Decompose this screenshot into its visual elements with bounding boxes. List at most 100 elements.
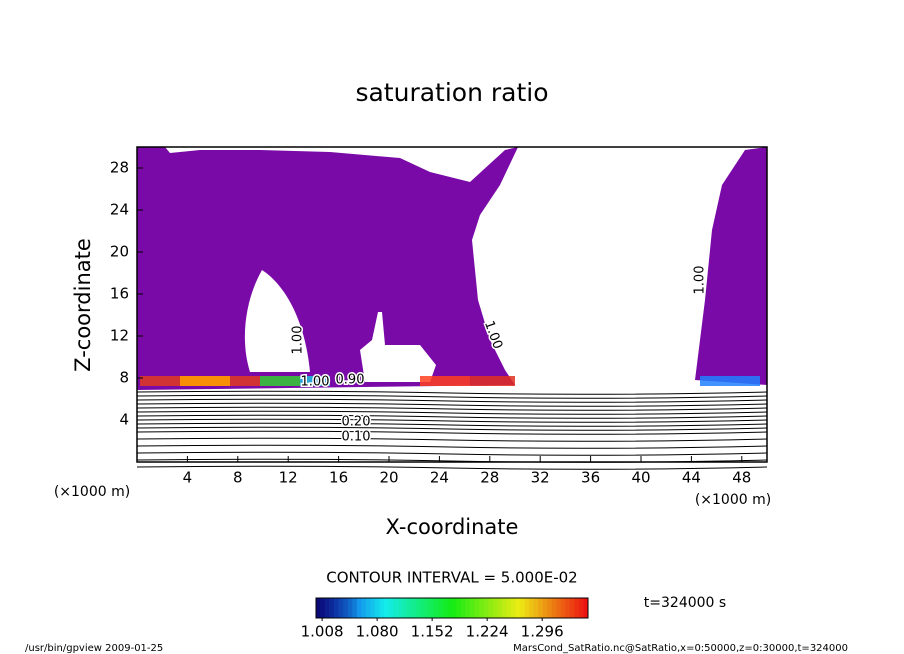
contour-line [136,422,768,427]
colorbar-stripe [483,598,489,618]
colorbar-stripe [538,598,543,618]
colorbar-stripe [560,598,566,618]
colorbar-stripe [529,598,534,618]
high-band [470,376,515,386]
filled-region [695,147,767,385]
contour-interval: CONTOUR INTERVAL = 5.000E-02 [326,569,577,587]
x-tick-label: 36 [581,469,600,487]
contour-label: 0.90 [336,373,365,388]
high-band [300,376,330,386]
x-tick-label: 40 [631,469,650,487]
field [136,147,768,470]
colorbar-stripe [456,598,462,618]
contour-label: 0.10 [342,430,371,445]
colorbar-stripe [325,598,330,618]
colorbar-stripe [374,598,380,618]
filled-region [137,147,518,390]
colorbar-stripe [424,598,430,618]
x-tick-label: 20 [379,469,398,487]
colorbar-stripe [316,598,321,618]
colorbar-stripe [515,598,521,618]
contour-line [136,394,768,399]
contour-label: 1.00 [291,326,306,355]
x-unit: (×1000 m) [695,492,771,508]
x-tick-label: 8 [233,469,243,487]
colorbar-stripe [334,598,339,618]
colorbar-stripe [447,598,453,618]
colorbar-stripe [379,598,385,618]
contour-line [136,406,768,411]
colorbar-stripe [565,598,571,618]
colorbar-stripe [370,598,376,618]
colorbar-stripe [347,598,353,618]
colorbar-stripe [556,598,562,618]
colorbar-stripe [329,598,335,618]
x-tick-label: 28 [480,469,499,487]
x-tick-label: 12 [279,469,298,487]
colorbar-stripe [442,598,448,618]
colorbar-stripe [583,598,589,618]
x-tick-label: 44 [682,469,701,487]
contour-line [136,465,768,470]
contour-line [136,398,768,403]
footer-left: /usr/bin/gpview 2009-01-25 [25,643,163,654]
contour-label: 1.00 [693,266,708,295]
colorbar-stripe [506,598,512,618]
colorbar-stripe [510,598,516,618]
colorbar-stripe [343,598,349,618]
colorbar-stripe [411,598,417,618]
colorbar-frame [315,597,589,619]
colorbar-stripe [488,598,494,618]
contour-line [136,414,768,419]
contour-line [136,451,768,456]
colorbar-stripe [438,598,444,618]
colorbar-stripe [452,598,457,618]
y-tick-label: 28 [110,159,129,177]
x-tick-label: 48 [732,469,751,487]
contour-label: 0.20 [342,415,371,430]
colorbar-stripe [574,598,580,618]
y-unit: (×1000 m) [54,484,130,500]
colorbar-stripe [551,598,557,618]
colorbar-stripe [542,598,548,618]
contour-line [136,437,768,442]
colorbar-stripe [492,598,498,618]
colorbar-stripe [384,598,389,618]
colorbar-tick-label: 1.152 [411,623,454,641]
y-tick-label: 16 [110,285,129,303]
hole [244,270,310,372]
contour-label: 1.00 [301,375,330,390]
y-label: Z-coordinate [71,238,95,372]
x-tick-label: 4 [183,469,193,487]
colorbar-stripe [415,598,421,618]
colorbar-stripe [433,598,439,618]
x-tick-label: 32 [531,469,550,487]
colorbar-tick-label: 1.224 [466,623,509,641]
x-tick-label: 16 [329,469,348,487]
y-tick-label: 20 [110,243,129,261]
high-band [260,376,300,386]
colorbar-stripe [474,598,480,618]
high-band [420,376,470,386]
contour-line [136,444,768,449]
colorbar-stripe [338,598,344,618]
colorbar-stripe [402,598,407,618]
colorbar-stripe [501,598,507,618]
colorbar-stripe [352,598,358,618]
contour-line [136,426,768,431]
colorbar-stripe [397,598,403,618]
footer-right: MarsCond_SatRatio.nc@SatRatio,x=0:50000,… [513,643,848,654]
colorbar-stripe [388,598,394,618]
contour-line [136,418,768,423]
colorbar-stripe [393,598,398,618]
x-label: X-coordinate [386,515,519,539]
colorbar-tick-label: 1.008 [301,623,344,641]
contour-line [136,430,768,435]
contour-line [136,410,768,415]
y-tick-label: 8 [119,369,129,387]
colorbar-stripe [465,598,471,618]
colorbar-stripe [365,598,371,618]
colorbar-stripe [406,598,412,618]
high-band [700,376,760,386]
